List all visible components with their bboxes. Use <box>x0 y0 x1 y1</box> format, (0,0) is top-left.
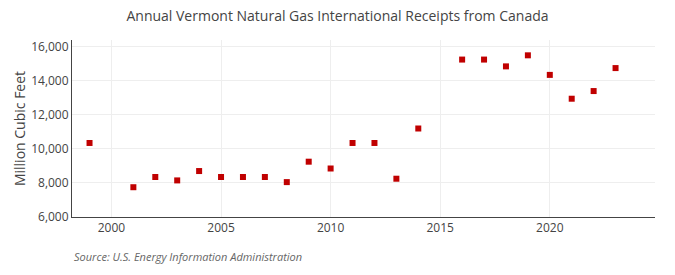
svg-text:Annual Vermont Natural Gas Int: Annual Vermont Natural Gas International… <box>126 6 548 25</box>
svg-text:2015: 2015 <box>426 219 454 236</box>
svg-text:Source: U.S. Energy Informatio: Source: U.S. Energy Information Administ… <box>74 249 302 264</box>
svg-text:Million Cubic Feet: Million Cubic Feet <box>10 71 29 186</box>
svg-text:10,000: 10,000 <box>31 140 69 157</box>
svg-text:14,000: 14,000 <box>31 72 69 89</box>
svg-text:2000: 2000 <box>98 219 126 236</box>
svg-text:12,000: 12,000 <box>31 106 69 123</box>
svg-text:8,000: 8,000 <box>38 174 69 191</box>
svg-text:2020: 2020 <box>536 219 564 236</box>
svg-text:2010: 2010 <box>317 219 345 236</box>
svg-text:2005: 2005 <box>207 219 235 236</box>
svg-text:16,000: 16,000 <box>31 38 69 55</box>
svg-text:6,000: 6,000 <box>38 208 69 225</box>
